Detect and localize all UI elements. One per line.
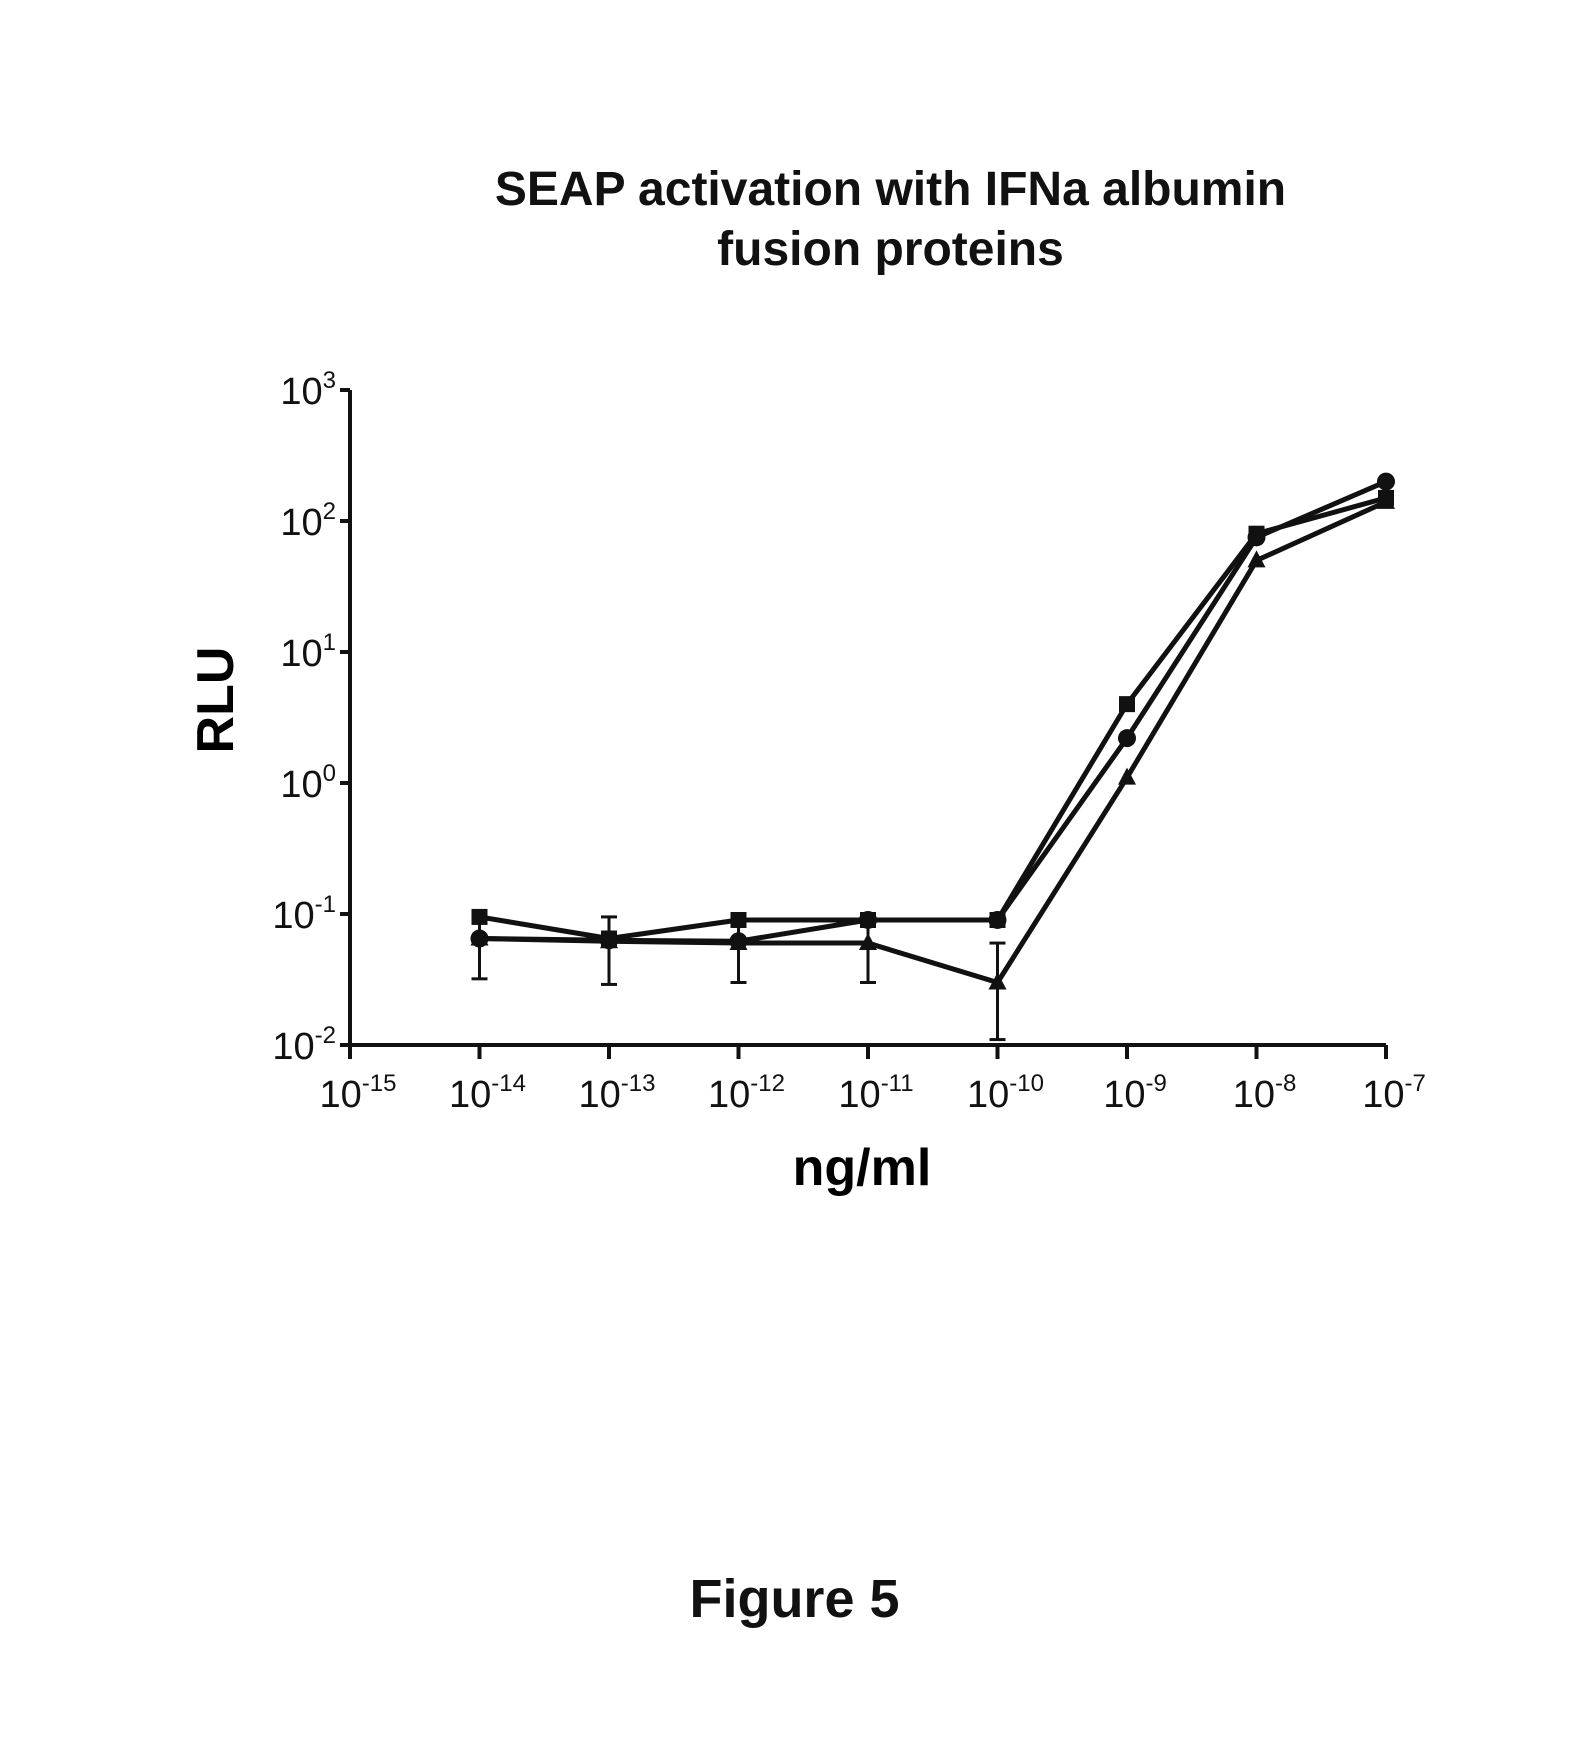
- y-axis-label: RLU: [187, 647, 245, 754]
- axes: 103 102 101 100 10-1 10-210-15 10-14 10-13 10-12…: [272, 367, 1425, 1116]
- y-tick-label: 101: [280, 629, 336, 675]
- y-tick-label: 10-2: [272, 1022, 336, 1068]
- series-line: [480, 502, 1387, 983]
- data-point-circle: [1248, 528, 1266, 546]
- x-tick-label: 10-13: [579, 1070, 656, 1116]
- x-tick-label: 10-14: [449, 1070, 526, 1116]
- x-tick-label: 10-10: [967, 1070, 1044, 1116]
- x-tick-label: 10-8: [1233, 1070, 1297, 1116]
- series-triangle: [471, 492, 1396, 1040]
- figure-caption: Figure 5: [0, 1568, 1589, 1630]
- series-line: [480, 482, 1387, 942]
- series-layer: [471, 473, 1396, 1040]
- data-point-circle: [1118, 729, 1136, 747]
- data-point-circle: [1377, 473, 1395, 491]
- x-tick-label: 10-9: [1103, 1070, 1167, 1116]
- x-tick-label: 10-7: [1362, 1070, 1426, 1116]
- data-point-circle: [989, 911, 1007, 929]
- y-tick-label: 10-1: [272, 891, 336, 937]
- y-tick-label: 102: [280, 498, 336, 544]
- x-tick-label: 10-12: [708, 1070, 785, 1116]
- x-axis-label: ng/ml: [793, 1139, 932, 1197]
- y-tick-label: 100: [280, 760, 336, 806]
- y-tick-label: 103: [280, 367, 336, 413]
- series-circle: [471, 473, 1396, 951]
- x-tick-label: 10-15: [320, 1070, 397, 1116]
- x-tick-label: 10-11: [838, 1070, 913, 1116]
- data-point-square: [1119, 696, 1135, 712]
